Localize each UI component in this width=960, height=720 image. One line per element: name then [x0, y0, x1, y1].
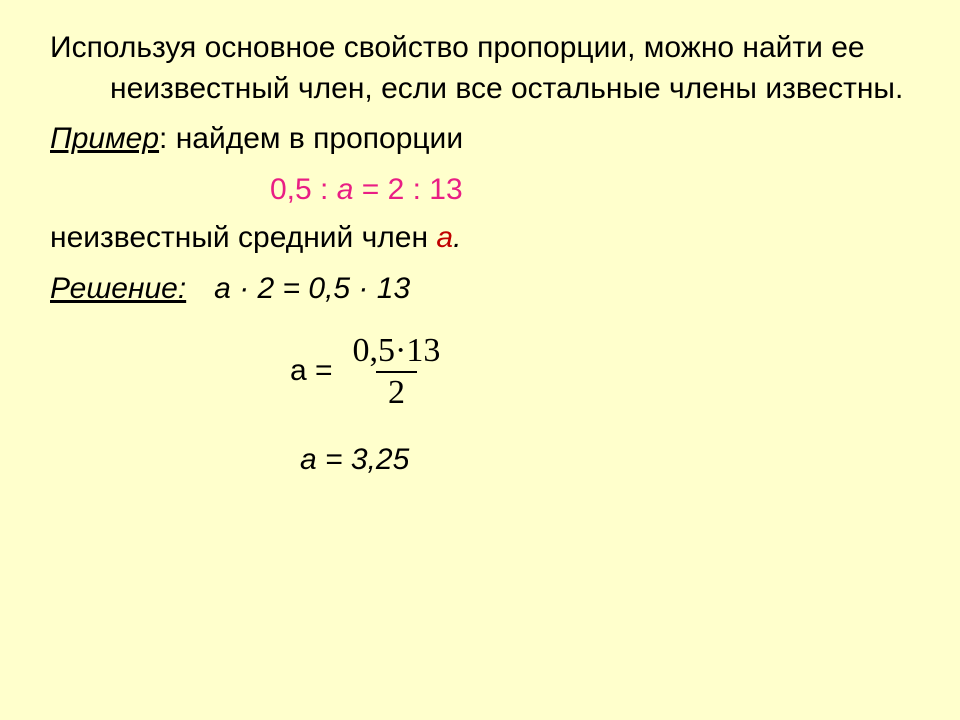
eq-var: а	[337, 173, 354, 206]
fraction-numerator: 0,5·13	[349, 333, 445, 371]
example-label: Пример	[50, 122, 159, 155]
unknown-var: а	[436, 221, 453, 254]
solution-label: Решение:	[50, 272, 186, 305]
solution-line: Решение: а · 2 = 0,5 · 13	[50, 269, 910, 310]
step1-eq: а · 2 = 0,5 · 13	[214, 272, 410, 305]
eq-post: = 2 : 13	[353, 173, 462, 206]
answer-text: а = 3,25	[300, 443, 409, 476]
slide-content: Используя основное свойство пропорции, м…	[0, 0, 960, 481]
eq-pre: 0,5 :	[270, 173, 337, 206]
example-rest: : найдем в пропорции	[159, 122, 463, 155]
proportion-equation: 0,5 : а = 2 : 13	[50, 170, 910, 211]
intro-text: Используя основное свойство пропорции, м…	[50, 31, 903, 105]
unknown-pre: неизвестный средний член	[50, 221, 436, 254]
fraction-denominator: 2	[376, 371, 417, 411]
answer-line: а = 3,25	[50, 440, 910, 481]
unknown-term-line: неизвестный средний член а.	[50, 218, 910, 259]
example-line: Пример: найдем в пропорции	[50, 119, 910, 160]
fraction: 0,5·13 2	[349, 333, 445, 410]
fraction-line: а = 0,5·13 2	[50, 333, 910, 410]
intro-paragraph: Используя основное свойство пропорции, м…	[50, 28, 910, 109]
unknown-post: .	[453, 221, 461, 254]
fraction-lhs: а =	[290, 351, 333, 392]
